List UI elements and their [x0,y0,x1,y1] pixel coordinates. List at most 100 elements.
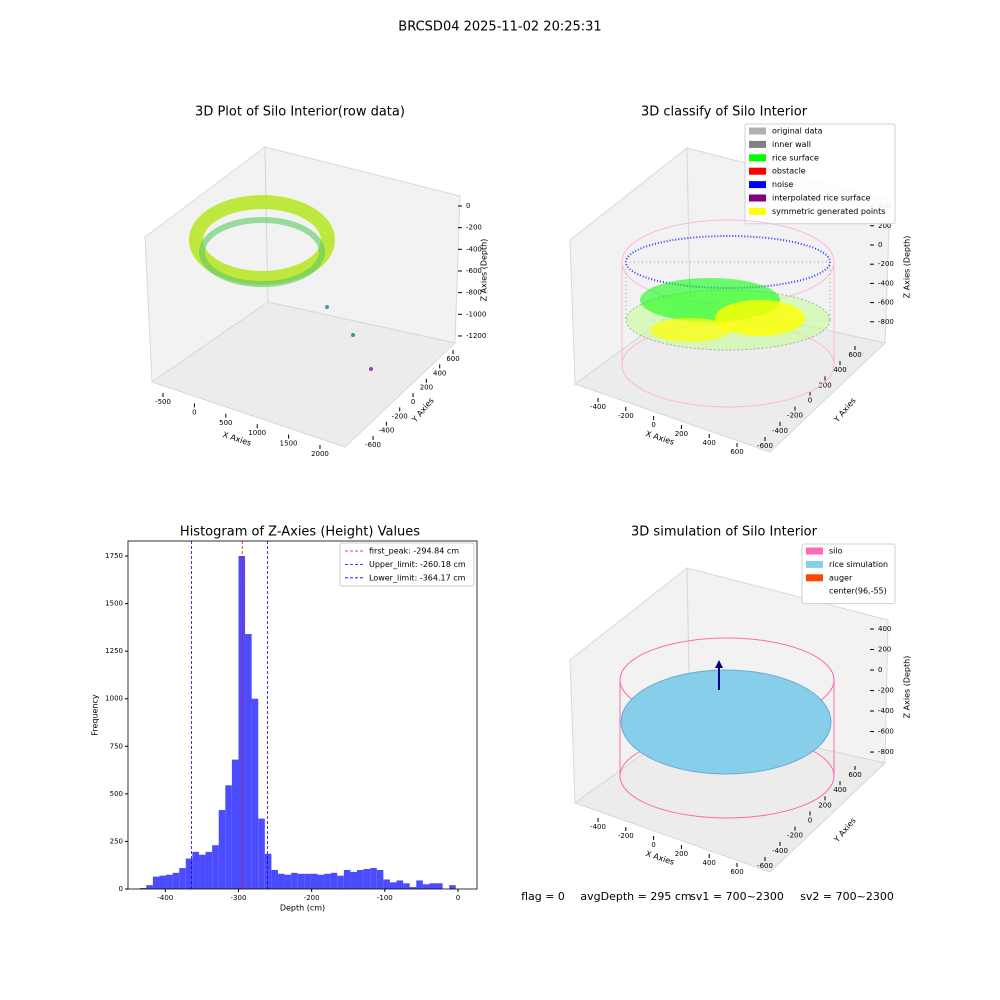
legend-swatch [749,181,766,189]
bar [271,869,278,889]
legend-swatch [749,140,766,148]
y-tick-label: 200 [420,384,433,392]
bar [357,869,364,889]
bar [205,851,213,889]
bar [383,879,390,889]
bar [350,871,358,889]
y-axis-label: Frequency [91,694,100,736]
bar [198,854,206,889]
legend-label: original data [772,127,823,136]
bar [310,873,318,889]
bar [449,885,456,889]
generated-points [650,318,730,342]
legend-label: rice surface [772,153,819,162]
bar [166,874,173,889]
y-tick-label: -200 [787,832,803,840]
bar [436,883,443,889]
bar [403,883,410,889]
bar [370,868,377,889]
bar [218,810,226,889]
legend-label: auger [829,573,853,582]
z-tick-label: -400 [878,279,894,287]
legend-box [801,543,896,605]
x-tick-label: -100 [377,894,393,902]
x-tick-label: 2000 [311,450,329,458]
z-tick-label: -400 [466,245,482,253]
plot-frame [127,540,478,890]
z-tick-label: 200 [878,646,891,654]
bar [317,874,325,889]
y-tick-label: -400 [772,427,788,435]
bar [212,845,219,889]
legend-label: symmetric generated points [772,207,885,216]
z-axis-label: Z Axies (Depth) [903,236,912,299]
legend-label: noise [772,180,793,189]
point [325,305,329,309]
subplot-title: 3D classify of Silo Interior [641,105,808,120]
legend-label: Upper_limit: -260.18 cm [369,560,466,569]
point [369,367,373,371]
x-tick-label: 1000 [248,429,266,437]
bar [192,851,199,889]
y-tick-label: 0 [119,885,123,893]
y-axis-label: Y Axies [832,816,858,845]
y-tick-label: -600 [757,862,773,870]
bar [297,873,305,889]
z-tick-label: 200 [878,222,891,230]
legend-swatch [749,194,766,202]
y-tick-label: 1000 [105,695,123,703]
x-tick-label: -400 [590,823,606,831]
bar [139,888,147,889]
legend-label: center(96,-55) [829,587,887,596]
point-cloud [189,195,335,285]
y-tick-label: 200 [818,381,831,389]
status-text: avgDepth = 295 cm [580,890,691,903]
bar [324,873,331,889]
bar [291,872,298,889]
bar [258,818,265,889]
x-tick-label: -200 [618,832,634,840]
legend-label: obstacle [772,167,806,176]
y-tick-label: 0 [411,398,415,406]
z-axis-label: Z Axies (Depth) [480,239,489,302]
x-tick-label: -300 [231,894,247,902]
z-tick-label: 0 [466,202,470,210]
bar [284,874,292,889]
y-tick-label: 600 [848,771,861,779]
point-cloud [199,217,325,287]
x-tick-label: 0 [651,841,655,849]
y-tick-label: 600 [446,355,459,363]
y-tick-label: 400 [833,366,846,374]
z-tick-label: -200 [878,260,894,268]
bar [146,885,153,889]
y-tick-label: 750 [110,742,123,750]
z-tick-label: -800 [878,748,894,756]
subplot-title: 3D Plot of Silo Interior(row data) [195,105,405,120]
x-tick-label: 200 [675,850,688,858]
x-tick-label: -500 [155,398,171,406]
generated-points [715,300,805,336]
status-text: sv2 = 700~2300 [800,890,894,903]
bar [330,872,338,889]
bar [172,872,180,889]
legend-label: rice simulation [829,560,888,569]
y-tick-label: 0 [808,817,812,825]
z-tick-label: 0 [878,241,882,249]
rice-simulation [620,669,832,775]
legend-box [339,542,475,587]
bar [422,884,430,889]
x-axis-label: X Axies [645,849,676,867]
bar [429,883,437,889]
y-tick-label: -600 [757,442,773,450]
y-axis-label: Y Axies [832,396,858,425]
legend-swatch [806,587,823,595]
legend-label: Lower_limit: -364.17 cm [369,573,466,582]
bar [185,858,193,889]
legend-box [744,123,896,225]
x-tick-label: -400 [157,894,173,902]
bar [376,869,384,889]
legend-swatch [749,167,766,175]
y-tick-label: 400 [433,369,446,377]
x-tick-label: -200 [304,894,320,902]
bar [343,869,351,889]
